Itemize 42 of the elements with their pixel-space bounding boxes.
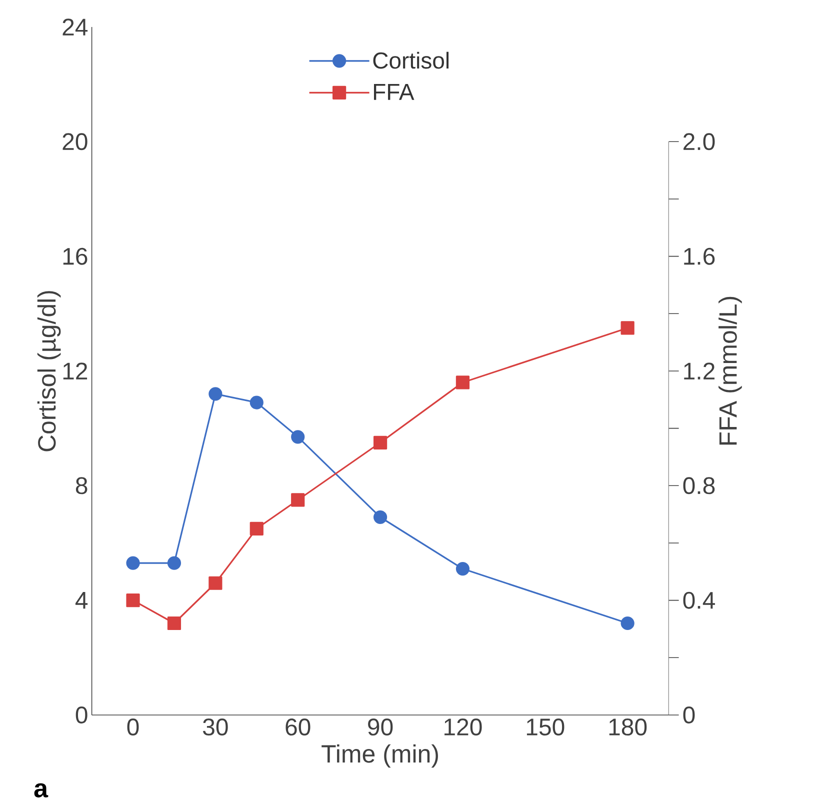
point xyxy=(291,430,305,444)
point xyxy=(456,376,470,390)
point xyxy=(620,321,634,335)
point xyxy=(620,616,634,630)
y2-tick-label: 1.2 xyxy=(684,362,714,380)
point xyxy=(250,396,264,410)
y-tick-label: 20 xyxy=(62,133,88,150)
point xyxy=(291,493,305,507)
point xyxy=(208,387,222,401)
x-axis-title: Time (min) xyxy=(322,744,438,768)
y-tick-label: 4 xyxy=(75,592,88,609)
x-tick-label: 180 xyxy=(609,718,647,736)
y2-tick-label: 1.6 xyxy=(684,248,715,265)
y-tick-label: 0 xyxy=(76,706,88,724)
point xyxy=(373,510,388,524)
y-tick-label: 16 xyxy=(63,248,88,265)
point xyxy=(126,594,140,608)
text: a xyxy=(34,783,48,798)
y2-tick-label: 0.8 xyxy=(683,477,715,494)
y-tick-label: 24 xyxy=(62,18,88,36)
point xyxy=(250,522,264,536)
x-tick-label: 150 xyxy=(526,718,564,736)
point xyxy=(167,616,182,630)
y-tick-label: 8 xyxy=(76,477,88,494)
x-tick-label: 120 xyxy=(444,718,482,736)
y2-tick-label: 2.0 xyxy=(684,133,715,150)
legend-label: Cortisol xyxy=(373,52,449,69)
point xyxy=(208,576,222,590)
y-axis-title: Cortisol (µg/dl) xyxy=(37,291,61,452)
x-tick-label: 60 xyxy=(286,718,310,736)
x-tick-label: 0 xyxy=(127,718,139,736)
x-tick-label: 90 xyxy=(368,718,393,736)
point xyxy=(167,556,182,570)
point xyxy=(456,562,470,576)
y-tick-label: 12 xyxy=(63,362,88,380)
point xyxy=(126,556,140,570)
y2-tick-label: 0 xyxy=(683,706,695,724)
y2-axis-title: FFA (mmol/L) xyxy=(718,296,742,445)
legend-label: FFA xyxy=(374,84,414,100)
point xyxy=(373,436,388,450)
y2-tick-label: 0.4 xyxy=(683,592,715,609)
x-tick-label: 30 xyxy=(202,718,228,736)
